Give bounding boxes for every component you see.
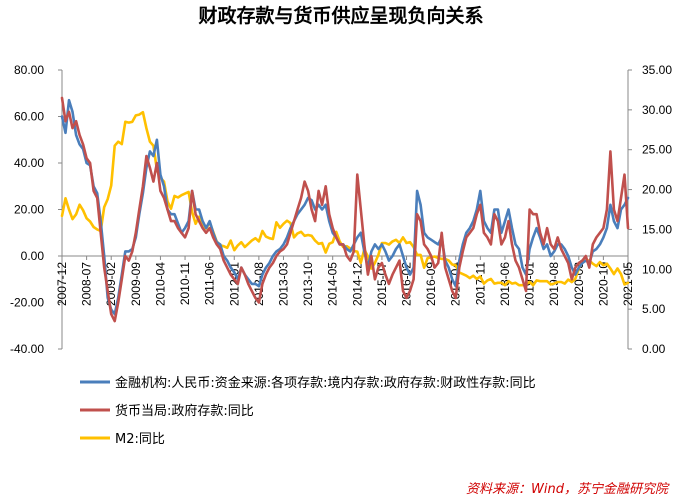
right-tick-label: 15.00 xyxy=(642,222,672,236)
legend-item-2: 货币当局:政府存款:同比 xyxy=(80,403,254,419)
left-tick-label: -20.00 xyxy=(10,296,44,310)
right-tick-label: 0.00 xyxy=(642,342,666,356)
legend-item-3: M2:同比 xyxy=(80,432,165,447)
right-tick-label: 25.00 xyxy=(642,143,672,157)
x-tick-label: 2014-05 xyxy=(326,262,340,306)
x-tick-label: 2017-11 xyxy=(473,262,487,305)
x-tick-label: 2012-01 xyxy=(227,262,241,306)
x-tick-label: 2013-03 xyxy=(276,262,290,306)
x-tick-label: 2008-07 xyxy=(80,262,94,306)
x-tick-label: 2014-12 xyxy=(350,262,364,306)
legend-label: M2:同比 xyxy=(115,432,165,447)
right-tick-label: 10.00 xyxy=(642,262,672,276)
series-line-3 xyxy=(60,110,630,287)
left-tick-label: 0.00 xyxy=(21,249,45,263)
legend: 金融机构:人民币:资金来源:各项存款:境内存款:政府存款:财政性存款:同比货币当… xyxy=(80,375,536,447)
left-tick-label: -40.00 xyxy=(10,342,44,356)
x-tick-label: 2013-10 xyxy=(301,262,315,306)
chart-title: 财政存款与货币供应呈现负向关系 xyxy=(198,4,483,27)
left-tick-label: 60.00 xyxy=(14,110,44,124)
source-note: 资料来源：Wind，苏宁金融研究院 xyxy=(466,481,670,497)
x-tick-label: 2007-12 xyxy=(55,262,69,306)
left-axis: -40.00 -20.00 0.00 20.00 40.00 60.00 80.00 xyxy=(10,63,63,356)
x-tick-label: 2010-04 xyxy=(153,262,167,306)
right-tick-label: 30.00 xyxy=(642,103,672,117)
left-tick-label: 80.00 xyxy=(14,63,44,77)
left-tick-label: 40.00 xyxy=(14,156,44,170)
x-tick-label: 2011-06 xyxy=(203,262,217,305)
right-tick-label: 20.00 xyxy=(642,183,672,197)
legend-label: 货币当局:政府存款:同比 xyxy=(115,403,254,419)
right-tick-label: 35.00 xyxy=(642,63,672,77)
legend-item-1: 金融机构:人民币:资金来源:各项存款:境内存款:政府存款:财政性存款:同比 xyxy=(80,375,536,391)
x-tick-label: 2020-10 xyxy=(596,262,610,306)
legend-label: 金融机构:人民币:资金来源:各项存款:境内存款:政府存款:财政性存款:同比 xyxy=(115,375,536,391)
right-tick-label: 5.00 xyxy=(642,302,666,316)
x-tick-label: 2010-11 xyxy=(178,262,192,305)
series-line-2 xyxy=(60,96,630,323)
plot-area xyxy=(60,96,630,323)
x-tick-label: 2016-09 xyxy=(424,262,438,306)
x-tick-label: 2009-09 xyxy=(129,262,143,306)
left-tick-label: 20.00 xyxy=(14,203,44,217)
right-axis: 0.00 5.00 10.00 15.00 20.00 25.00 30.00 35.00 xyxy=(627,63,672,356)
